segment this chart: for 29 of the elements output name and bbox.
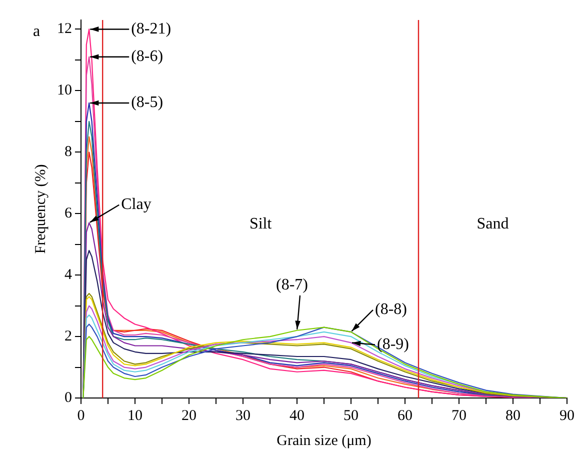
x-tick-label: 30	[236, 408, 250, 424]
y-tick-label: 10	[57, 82, 72, 99]
annotation: (8-8)	[375, 301, 407, 318]
x-tick-label: 10	[128, 408, 142, 424]
text: a	[33, 23, 40, 40]
x-tick-label: 50	[344, 408, 358, 424]
y-tick-label: 4	[64, 267, 72, 284]
annotation: Silt	[249, 215, 272, 232]
x-axis-title: Grain size (μm)	[276, 432, 372, 449]
x-tick-label: 60	[398, 408, 412, 424]
annotation: (8-6)	[131, 48, 164, 66]
x-tick-label: 40	[290, 408, 304, 424]
x-tick-label: 80	[506, 408, 520, 424]
annotation: (8-9)	[377, 336, 409, 353]
annotation: (8-7)	[276, 276, 308, 294]
annotation: (8-21)	[131, 20, 172, 38]
y-axis-title: Frequency (%)	[32, 164, 49, 254]
x-tick-label: 0	[77, 408, 85, 424]
x-tick-label: 90	[560, 408, 574, 424]
annotation: Clay	[121, 196, 152, 214]
y-tick-label: 6	[64, 206, 72, 222]
y-tick-label: 8	[64, 144, 72, 160]
x-tick-label: 20	[182, 408, 196, 424]
y-tick-label: 0	[64, 390, 72, 406]
x-tick-label: 70	[452, 408, 466, 424]
annotation: (8-5)	[131, 94, 164, 112]
annotation: Sand	[476, 215, 509, 232]
y-tick-label: 2	[64, 328, 72, 344]
y-tick-label: 12	[57, 21, 72, 38]
